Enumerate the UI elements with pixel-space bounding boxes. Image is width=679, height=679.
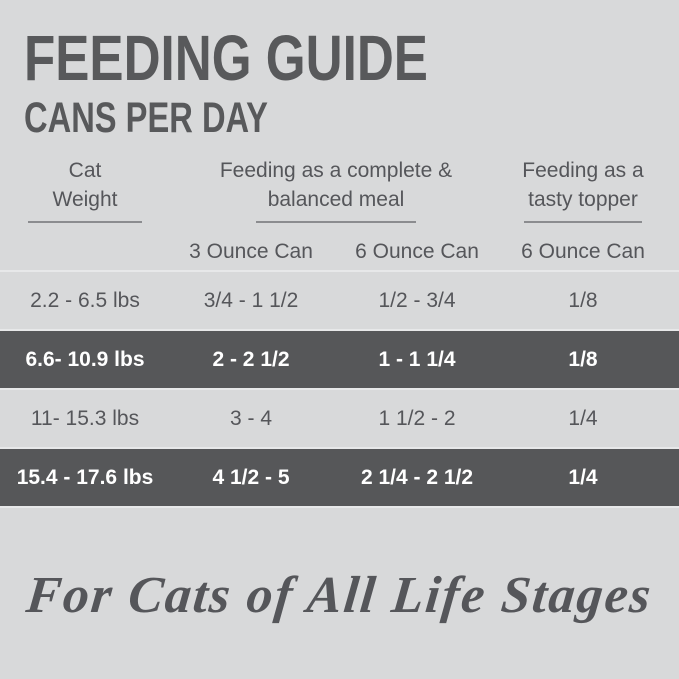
table-row: 6.6- 10.9 lbs 2 - 2 1/2 1 - 1 1/4 1/8 <box>0 331 679 388</box>
cell-cat-weight: 11- 15.3 lbs <box>30 406 140 430</box>
column-header-complete-meal: Feeding as a complete & balanced meal <box>170 156 502 223</box>
cell-meal-6oz: 1 1/2 - 2 <box>378 406 456 430</box>
header-underline <box>524 221 642 223</box>
life-stages-tagline: For Cats of All Life Stages <box>23 567 656 624</box>
cell-cat-weight: 6.6- 10.9 lbs <box>25 347 145 371</box>
cell-meal-6oz: 1 - 1 1/4 <box>378 347 456 371</box>
cell-topper-6oz: 1/8 <box>568 288 598 312</box>
subheader-6oz-can-meal: 6 Ounce Can <box>355 240 479 263</box>
subheader-6oz-can-topper: 6 Ounce Can <box>521 240 645 263</box>
page-subtitle: CANS PER DAY <box>24 94 268 142</box>
header-underline <box>256 221 416 223</box>
column-header-line2: balanced meal <box>267 188 405 211</box>
cell-cat-weight: 2.2 - 6.5 lbs <box>30 288 140 312</box>
cell-meal-3oz: 3 - 4 <box>229 406 273 430</box>
table-row: 2.2 - 6.5 lbs 3/4 - 1 1/2 1/2 - 3/4 1/8 <box>0 272 679 329</box>
row-separator <box>0 506 679 508</box>
row-separator <box>0 270 679 272</box>
cell-topper-6oz: 1/4 <box>568 465 598 489</box>
column-header-line1: Feeding as a complete & <box>219 159 453 182</box>
table-row: 15.4 - 17.6 lbs 4 1/2 - 5 2 1/4 - 2 1/2 … <box>0 449 679 506</box>
page-title: FEEDING GUIDE <box>24 22 428 94</box>
cell-meal-6oz: 1/2 - 3/4 <box>378 288 456 312</box>
cell-topper-6oz: 1/8 <box>568 347 598 371</box>
column-header-line1: Cat <box>68 159 102 182</box>
table-subheaders: 3 Ounce Can 6 Ounce Can 6 Ounce Can <box>0 240 679 264</box>
cell-topper-6oz: 1/4 <box>568 406 598 430</box>
subheader-3oz-can: 3 Ounce Can <box>189 240 313 263</box>
cell-cat-weight: 15.4 - 17.6 lbs <box>16 465 154 489</box>
cell-meal-3oz: 4 1/2 - 5 <box>212 465 290 489</box>
cell-meal-3oz: 3/4 - 1 1/2 <box>203 288 299 312</box>
header-underline <box>28 221 142 223</box>
cell-meal-6oz: 2 1/4 - 2 1/2 <box>360 465 474 489</box>
subheader-spacer <box>0 240 170 264</box>
row-separator <box>0 447 679 449</box>
table-row: 11- 15.3 lbs 3 - 4 1 1/2 - 2 1/4 <box>0 390 679 447</box>
table-column-headers: Cat Weight Feeding as a complete & balan… <box>0 156 679 223</box>
table-body: 2.2 - 6.5 lbs 3/4 - 1 1/2 1/2 - 3/4 1/8 … <box>0 270 679 508</box>
column-header-line2: Weight <box>52 188 118 211</box>
column-header-line2: tasty topper <box>528 188 638 211</box>
column-header-cat-weight: Cat Weight <box>0 156 170 223</box>
column-header-line1: Feeding as a <box>522 159 644 182</box>
column-header-tasty-topper: Feeding as a tasty topper <box>502 156 664 223</box>
cell-meal-3oz: 2 - 2 1/2 <box>212 347 290 371</box>
row-separator <box>0 329 679 331</box>
row-separator <box>0 388 679 390</box>
